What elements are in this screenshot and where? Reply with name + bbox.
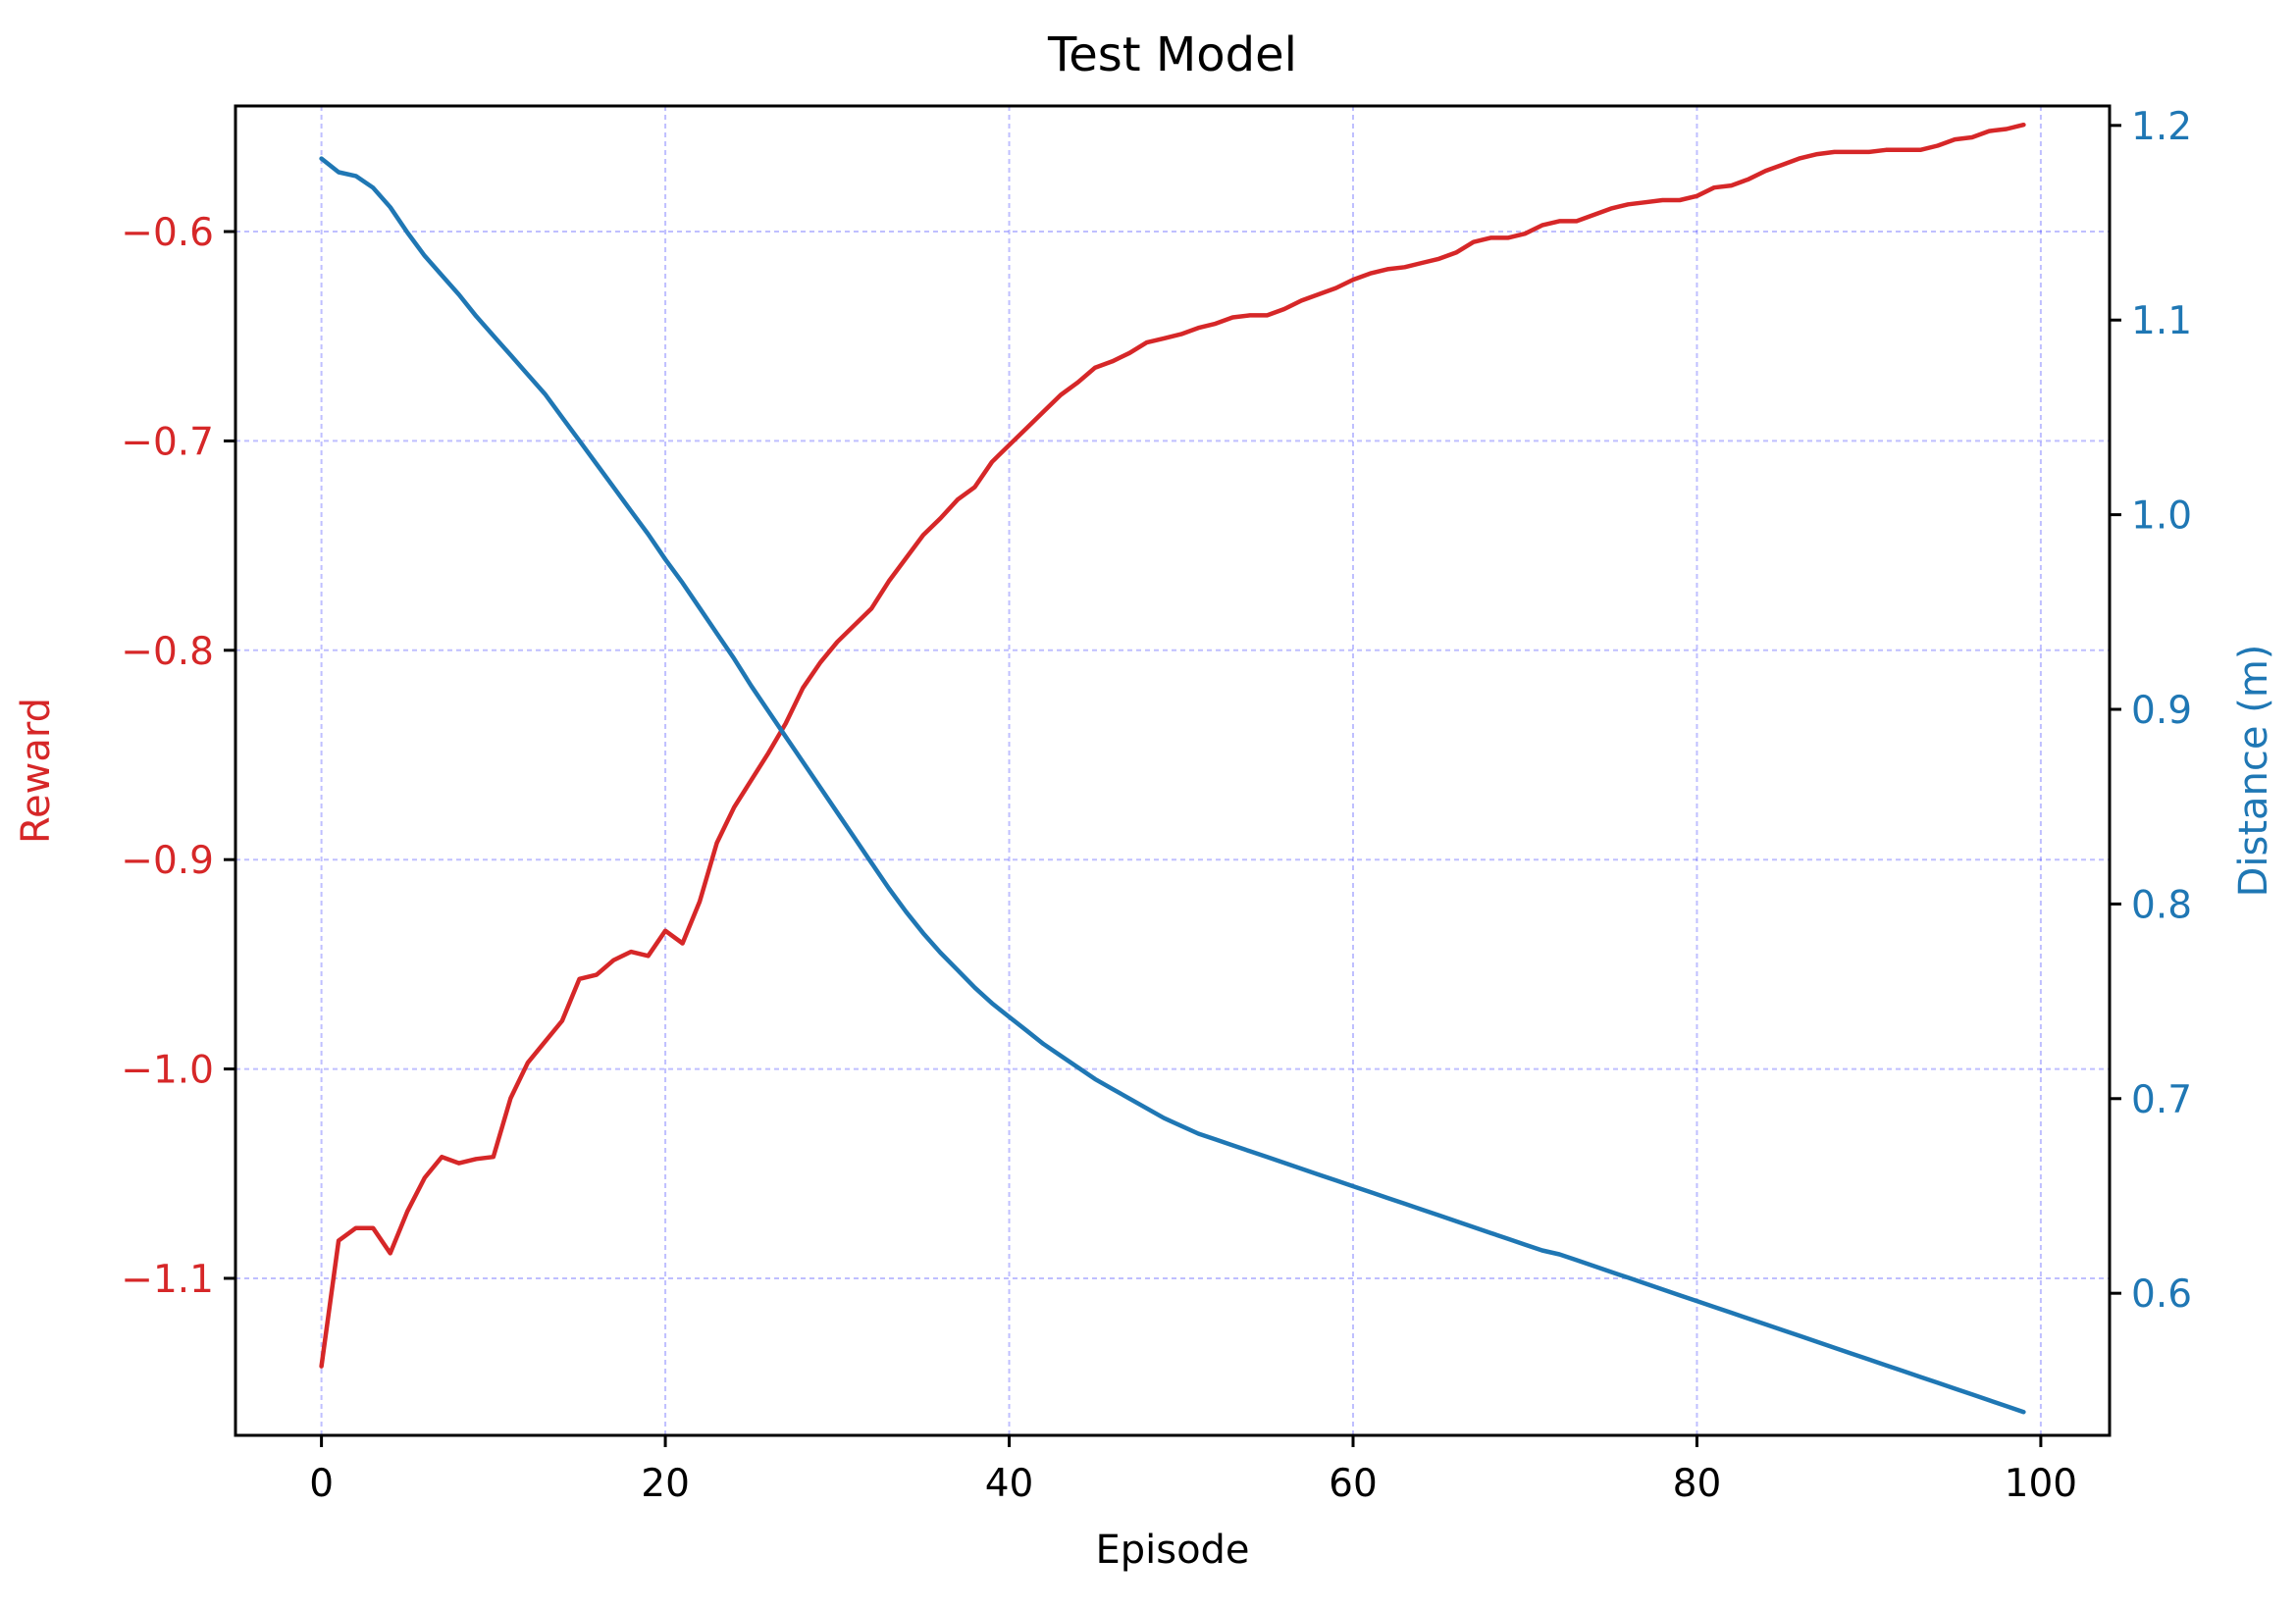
- x-tick-label: 0: [309, 1462, 334, 1506]
- right-tick-label: 0.6: [2131, 1272, 2192, 1317]
- plot-frame: [234, 104, 2112, 1437]
- left-tick-label: −1.0: [121, 1049, 214, 1093]
- left-tick-label: −1.1: [121, 1258, 214, 1302]
- x-axis-title: Episode: [1095, 1528, 1249, 1573]
- x-tick-label: 80: [1673, 1462, 1722, 1506]
- distance-series-line: [319, 156, 2026, 1415]
- series-layer: [319, 122, 2026, 1415]
- right-axis-ticks: 0.6 0.7 0.8 0.9 1.0 1.1 1.2: [2110, 105, 2192, 1317]
- left-axis-ticks: −1.1 −1.0 −0.9 −0.8 −0.7 −0.6: [121, 211, 235, 1302]
- left-tick-label: −0.9: [121, 839, 214, 883]
- right-tick-label: 1.2: [2131, 105, 2192, 149]
- x-tick-label: 40: [985, 1462, 1034, 1506]
- right-tick-label: 1.1: [2131, 299, 2192, 343]
- x-axis-ticks: 0 20 40 60 80 100: [309, 1435, 2077, 1506]
- left-tick-label: −0.7: [121, 420, 214, 464]
- x-tick-label: 100: [2005, 1462, 2077, 1506]
- right-axis-title: Distance (m): [2231, 645, 2276, 898]
- chart-title: Test Model: [1047, 27, 1297, 82]
- left-tick-label: −0.8: [121, 630, 214, 674]
- x-tick-label: 20: [641, 1462, 690, 1506]
- right-tick-label: 0.8: [2131, 883, 2192, 927]
- right-tick-label: 0.7: [2131, 1078, 2192, 1122]
- x-tick-label: 60: [1329, 1462, 1378, 1506]
- right-tick-label: 1.0: [2131, 494, 2192, 539]
- reward-series-line: [319, 122, 2026, 1369]
- right-tick-label: 0.9: [2131, 689, 2192, 733]
- left-axis-title: Reward: [14, 698, 59, 844]
- grid-lines: [235, 106, 2110, 1435]
- left-tick-label: −0.6: [121, 211, 214, 255]
